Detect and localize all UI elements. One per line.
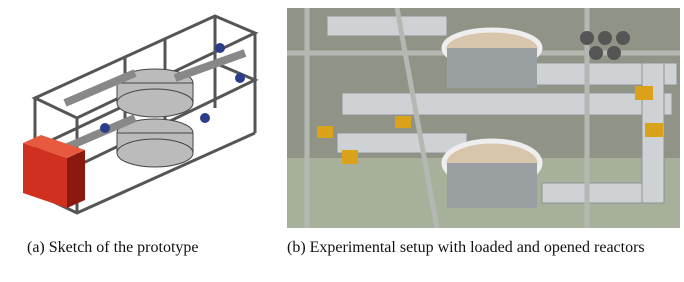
experimental-photo	[287, 8, 680, 228]
prototype-sketch	[5, 8, 273, 220]
caption-a: (a) Sketch of the prototype	[27, 237, 277, 258]
caption-b: (b) Experimental setup with loaded and o…	[287, 237, 683, 258]
page: (a) Sketch of the prototype (b) Experime…	[0, 0, 684, 282]
